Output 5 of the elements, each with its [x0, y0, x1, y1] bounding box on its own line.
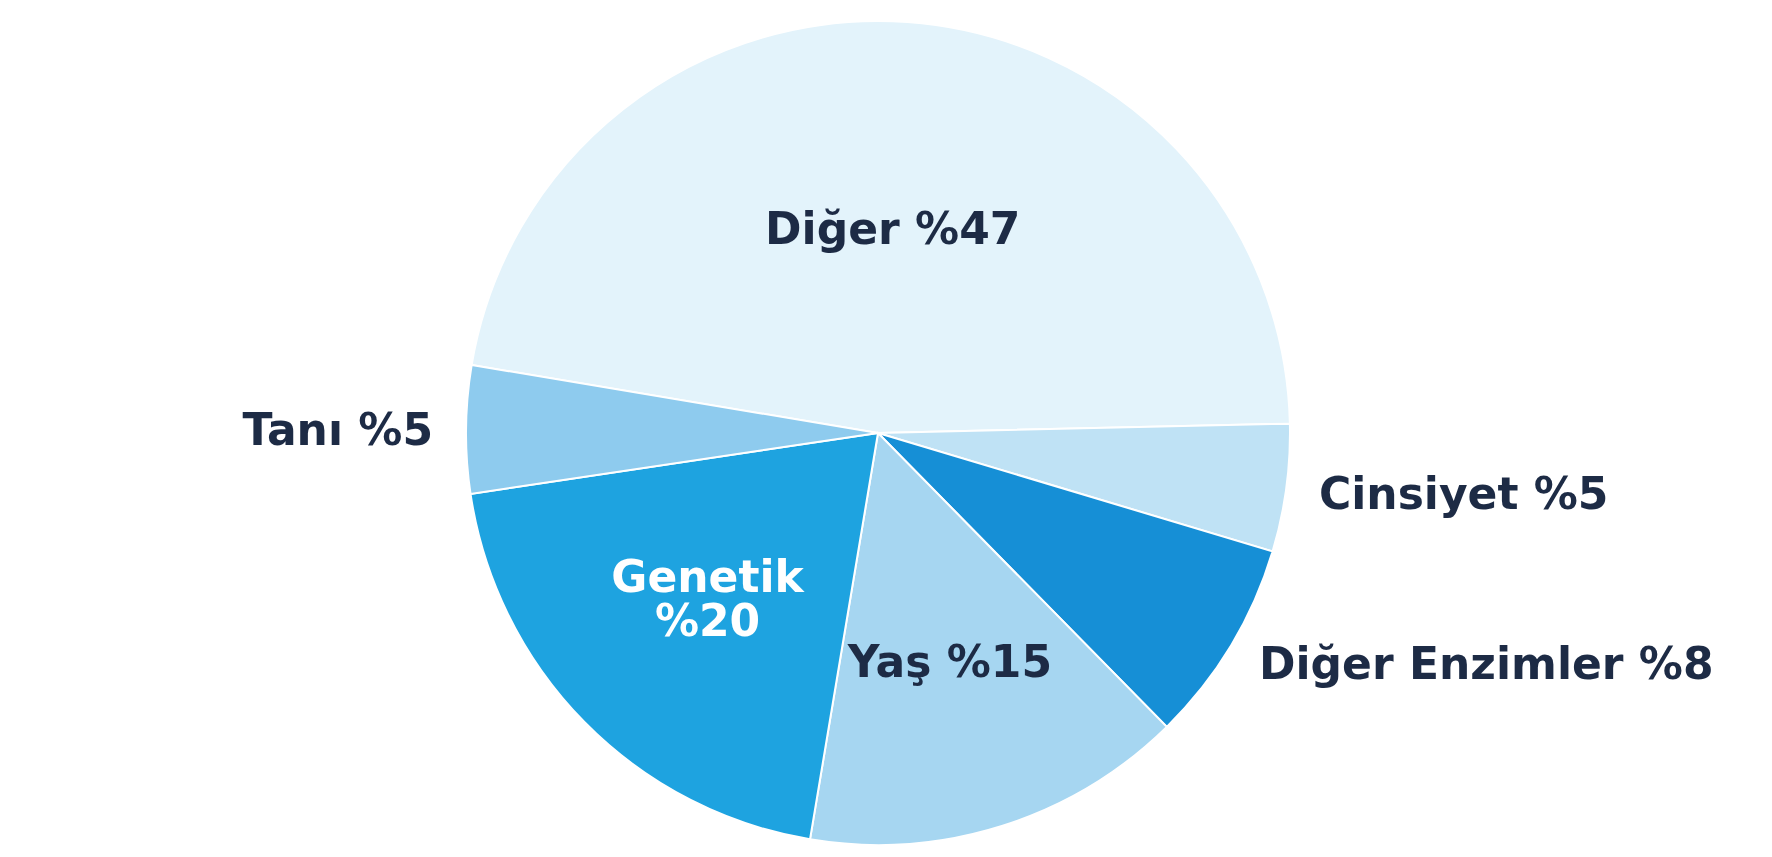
slice-label: Diğer Enzimler %8 [1259, 637, 1714, 689]
slice-label: Yaş %15 [846, 635, 1053, 687]
slice-label: Diğer %47 [765, 202, 1021, 254]
slice-label: Tanı %5 [242, 404, 434, 456]
slice-label: Cinsiyet %5 [1318, 467, 1609, 519]
